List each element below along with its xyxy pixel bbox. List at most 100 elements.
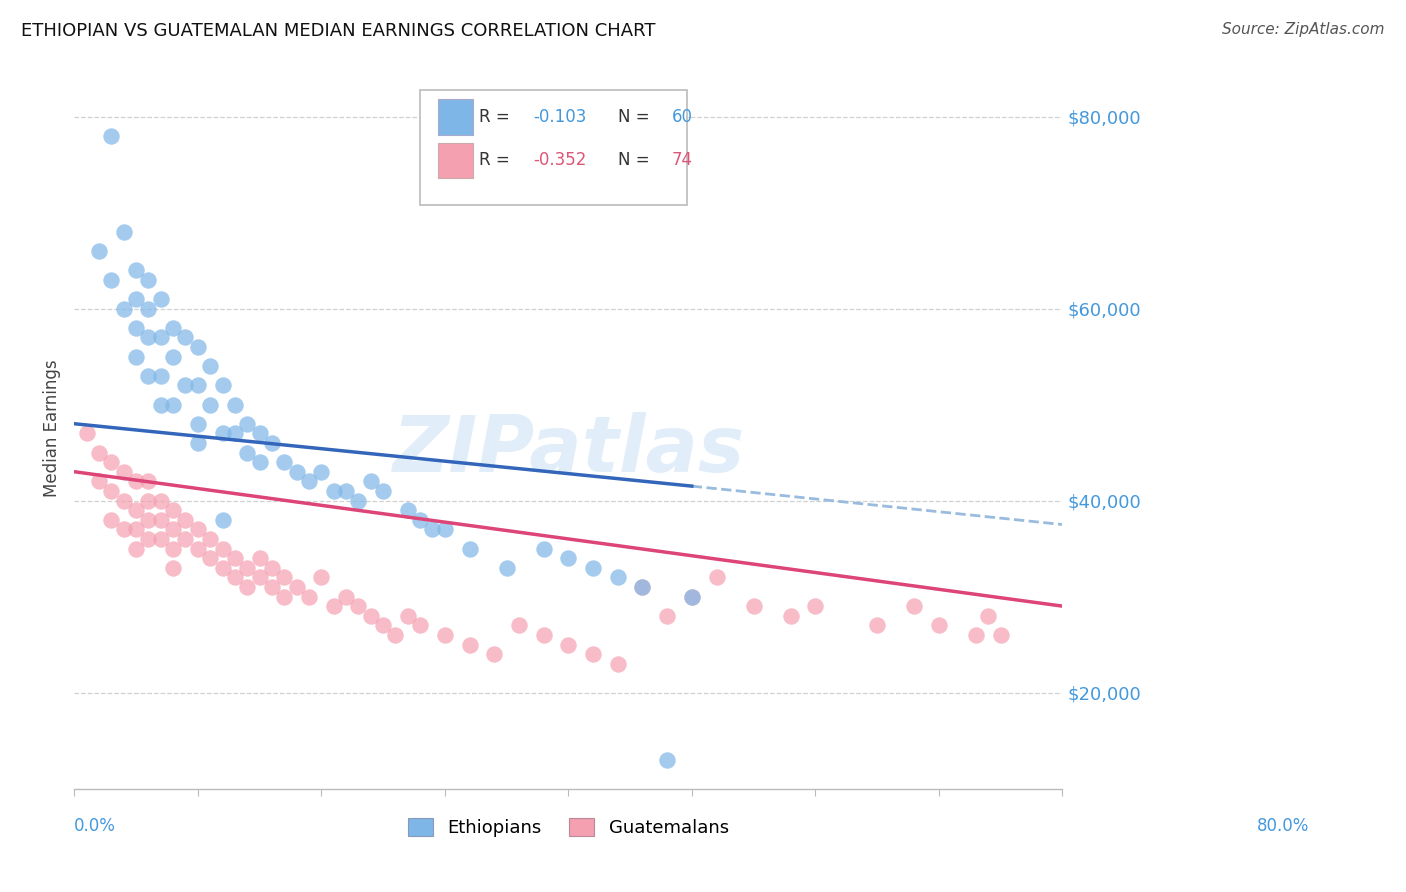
Point: [198, 551, 221, 566]
Point: [162, 541, 184, 556]
Point: [706, 570, 728, 584]
Point: [112, 465, 135, 479]
Point: [125, 475, 148, 489]
Point: [681, 590, 703, 604]
Point: [187, 340, 209, 354]
Point: [458, 638, 481, 652]
Point: [149, 493, 172, 508]
Point: [187, 436, 209, 450]
Point: [582, 647, 605, 661]
Point: [138, 301, 160, 316]
Point: [606, 657, 628, 671]
Point: [100, 128, 122, 143]
Point: [236, 445, 259, 459]
Point: [174, 330, 197, 344]
Point: [162, 398, 184, 412]
Point: [87, 445, 110, 459]
Point: [125, 320, 148, 334]
Point: [149, 532, 172, 546]
Point: [112, 522, 135, 536]
Text: R =: R =: [479, 108, 516, 126]
Text: -0.352: -0.352: [534, 151, 588, 169]
Point: [322, 599, 344, 614]
Point: [631, 580, 654, 594]
Legend: Ethiopians, Guatemalans: Ethiopians, Guatemalans: [401, 811, 735, 845]
Point: [249, 455, 271, 469]
Point: [311, 570, 333, 584]
Point: [125, 503, 148, 517]
Point: [249, 570, 271, 584]
Point: [211, 513, 233, 527]
Point: [360, 608, 382, 623]
Point: [433, 628, 456, 642]
Point: [260, 436, 283, 450]
Point: [273, 590, 295, 604]
Point: [198, 398, 221, 412]
Point: [211, 426, 233, 441]
Point: [76, 426, 98, 441]
Point: [187, 522, 209, 536]
Point: [125, 263, 148, 277]
Point: [138, 532, 160, 546]
Point: [384, 628, 406, 642]
Point: [198, 532, 221, 546]
Point: [211, 560, 233, 574]
Point: [631, 580, 654, 594]
Point: [125, 522, 148, 536]
Point: [260, 560, 283, 574]
Text: R =: R =: [479, 151, 516, 169]
Point: [298, 590, 321, 604]
Point: [138, 330, 160, 344]
Point: [742, 599, 765, 614]
Point: [965, 628, 987, 642]
Point: [298, 475, 321, 489]
Point: [224, 398, 246, 412]
Point: [335, 483, 357, 498]
Point: [311, 465, 333, 479]
Point: [347, 493, 370, 508]
Point: [162, 560, 184, 574]
Point: [508, 618, 530, 632]
Point: [174, 513, 197, 527]
Point: [100, 513, 122, 527]
Point: [371, 483, 394, 498]
Point: [224, 426, 246, 441]
Point: [495, 560, 517, 574]
Point: [249, 426, 271, 441]
Point: [138, 513, 160, 527]
Point: [187, 541, 209, 556]
Point: [557, 638, 579, 652]
Point: [804, 599, 827, 614]
Point: [990, 628, 1012, 642]
FancyBboxPatch shape: [437, 99, 474, 135]
Point: [224, 551, 246, 566]
Point: [100, 455, 122, 469]
Point: [211, 378, 233, 392]
Point: [236, 580, 259, 594]
Point: [125, 541, 148, 556]
Point: [138, 493, 160, 508]
Point: [606, 570, 628, 584]
Point: [138, 273, 160, 287]
Text: ZIPatlas: ZIPatlas: [392, 412, 744, 488]
Point: [409, 513, 432, 527]
Point: [198, 359, 221, 373]
Point: [681, 590, 703, 604]
Point: [396, 608, 419, 623]
Point: [162, 320, 184, 334]
Point: [187, 378, 209, 392]
Point: [928, 618, 950, 632]
Text: ETHIOPIAN VS GUATEMALAN MEDIAN EARNINGS CORRELATION CHART: ETHIOPIAN VS GUATEMALAN MEDIAN EARNINGS …: [21, 22, 655, 40]
Point: [582, 560, 605, 574]
Point: [433, 522, 456, 536]
Point: [224, 570, 246, 584]
Text: N =: N =: [617, 108, 655, 126]
Point: [100, 483, 122, 498]
Point: [347, 599, 370, 614]
Point: [903, 599, 925, 614]
Text: N =: N =: [617, 151, 655, 169]
FancyBboxPatch shape: [420, 90, 688, 205]
Point: [174, 378, 197, 392]
Point: [335, 590, 357, 604]
Point: [100, 273, 122, 287]
